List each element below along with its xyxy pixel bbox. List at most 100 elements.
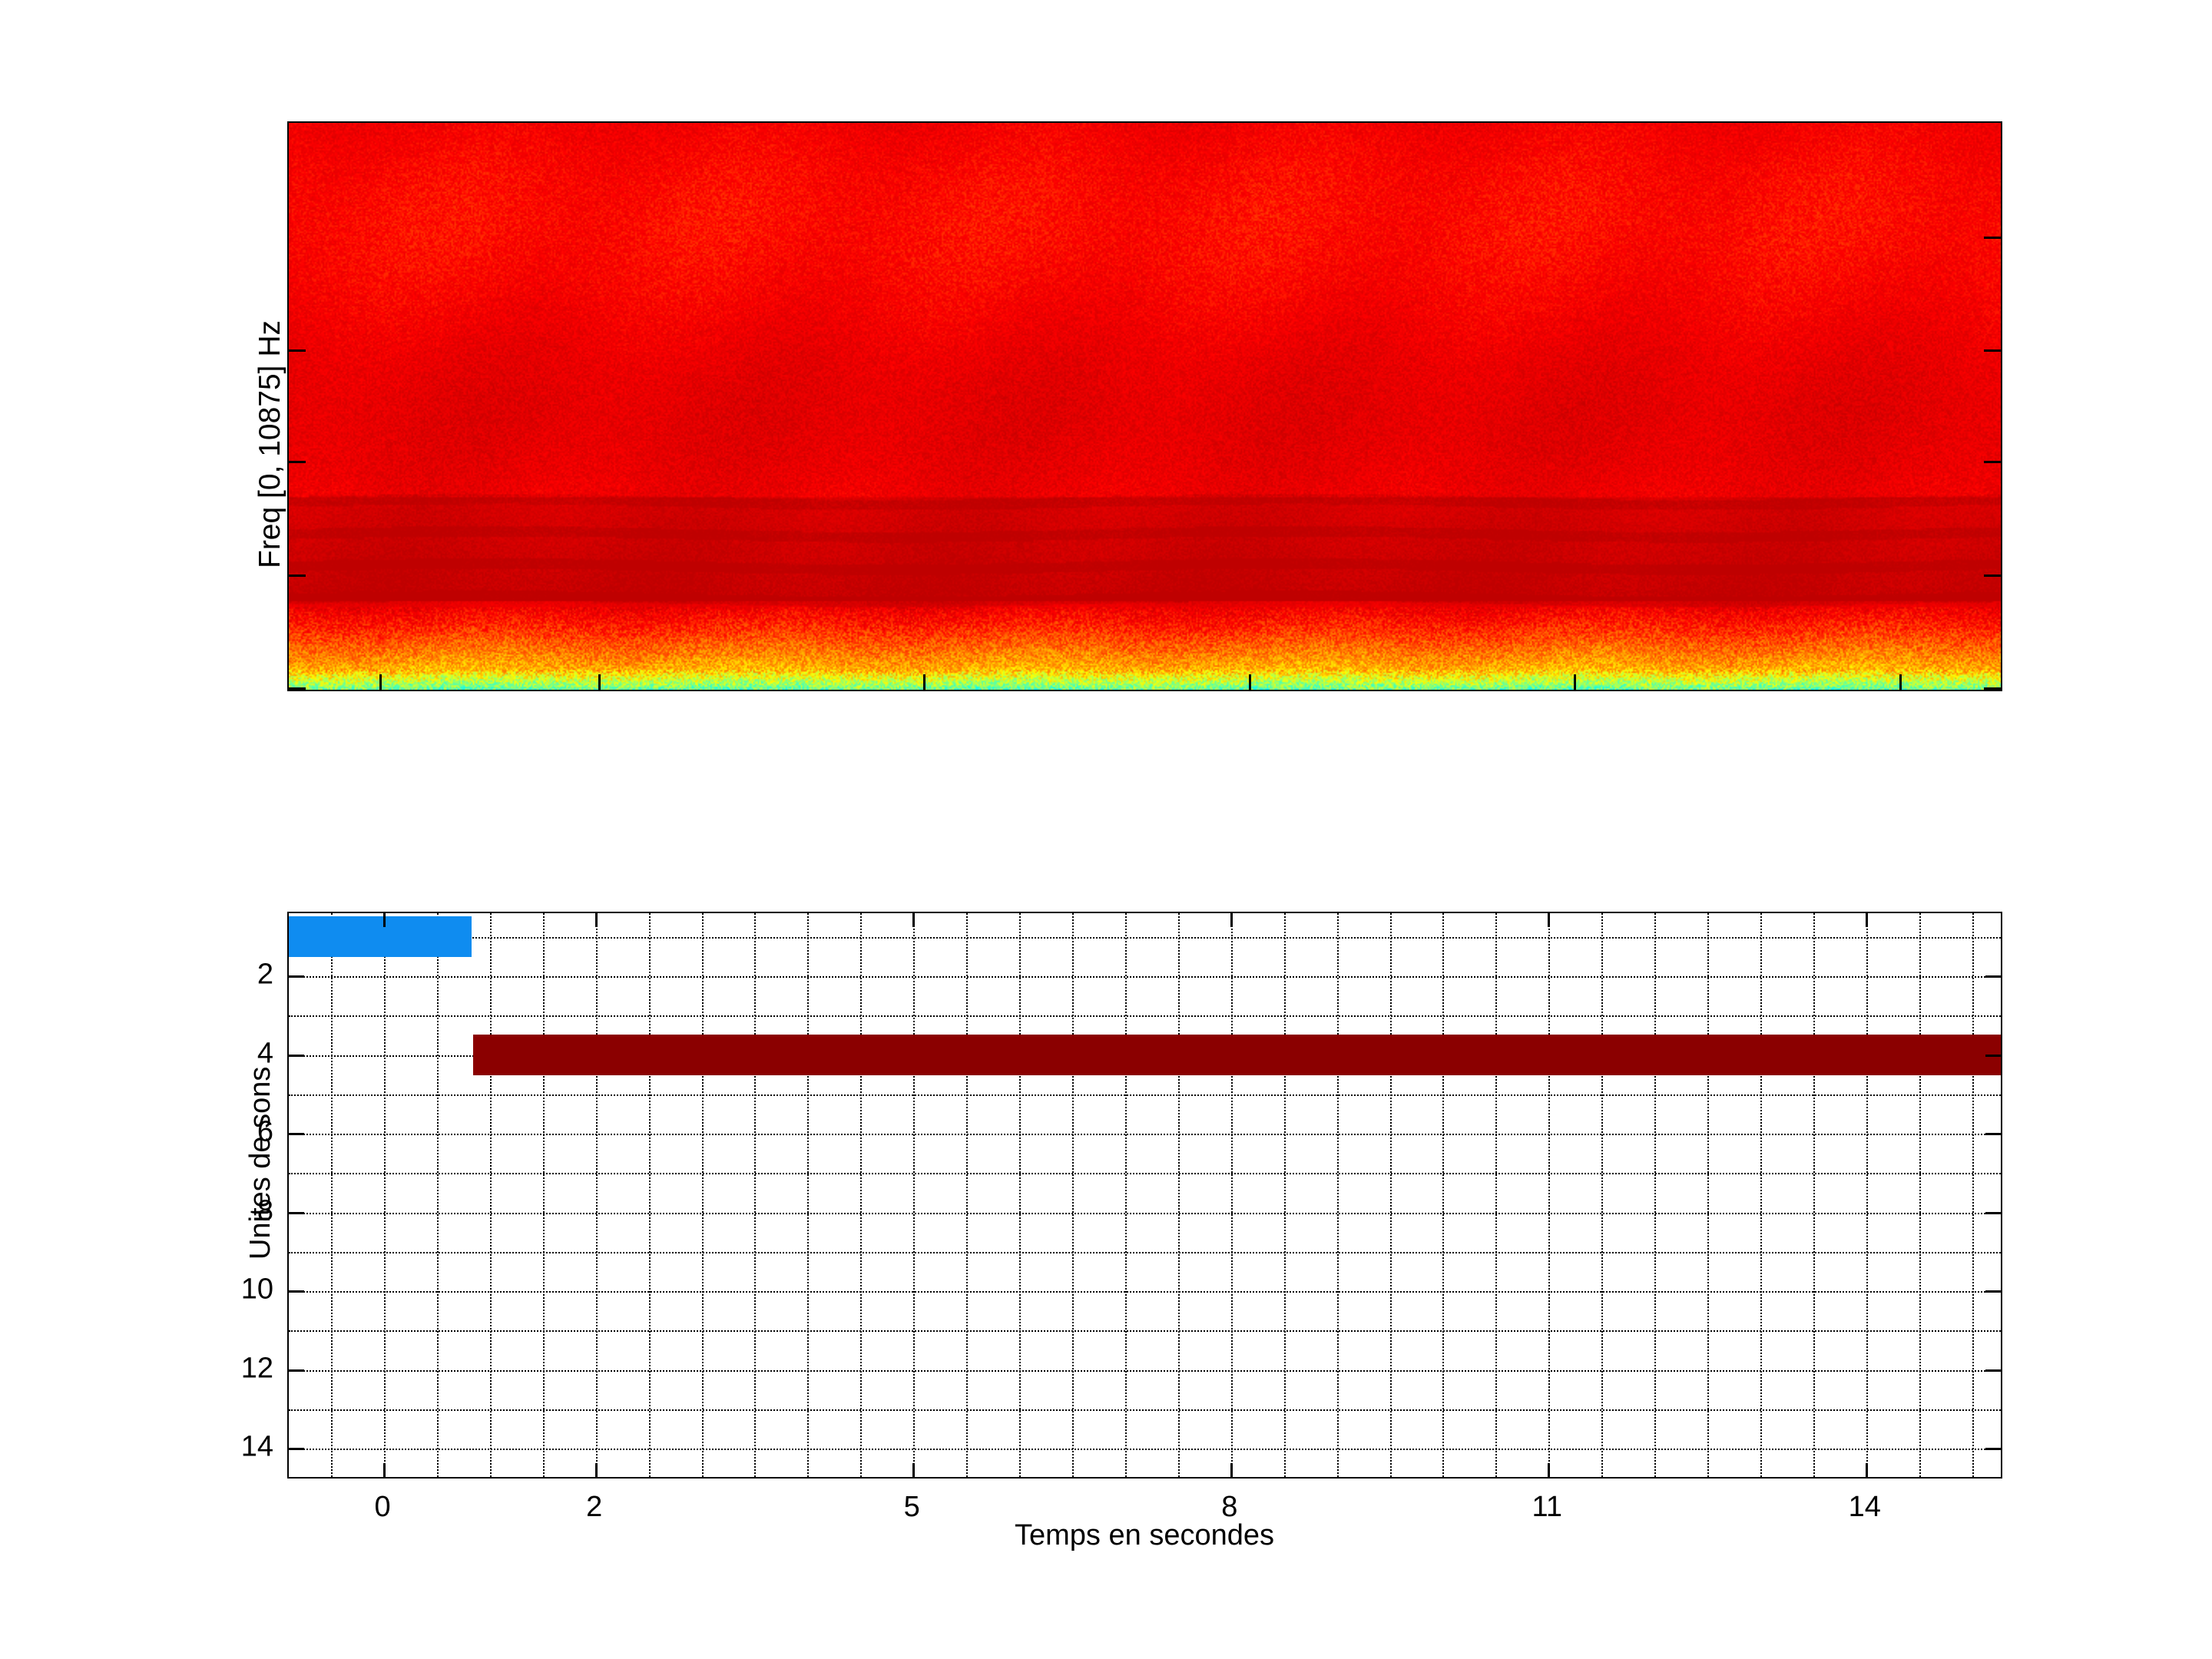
grid-hline [289, 1094, 2001, 1096]
xtick-mark [1865, 913, 1868, 927]
xtick-label: 2 [586, 1491, 603, 1523]
sound-units-axes[interactable] [287, 912, 2002, 1479]
grid-vline [1919, 913, 1921, 1477]
grid-vline [860, 913, 863, 1477]
grid-vline [1230, 913, 1233, 1477]
grid-vline [1866, 913, 1868, 1477]
spectrogram-xtick-0 [379, 674, 382, 690]
ytick-mark [1985, 1448, 2001, 1450]
spectrogram-xtick-5 [923, 674, 926, 690]
spectrogram-xtick-11 [1574, 674, 1576, 690]
sound-units-ylabel: Unites de sons [244, 1066, 276, 1260]
grid-hline [289, 1173, 2001, 1175]
grid-vline [1760, 913, 1762, 1477]
ytick-label: 10 [240, 1273, 273, 1306]
ytick-mark [289, 1369, 304, 1372]
grid-vline [1124, 913, 1127, 1477]
grid-vline [1813, 913, 1815, 1477]
ytick-label: 4 [257, 1037, 273, 1069]
spectrogram-image [289, 123, 2001, 690]
grid-hline [289, 936, 2001, 939]
plot-grid [289, 913, 2001, 1477]
ytick-label: 8 [257, 1194, 273, 1227]
grid-vline [1442, 913, 1445, 1477]
ytick-label: 14 [240, 1430, 273, 1463]
spectrogram-ytick-left-3 [289, 575, 306, 577]
grid-vline [1283, 913, 1286, 1477]
spectrogram-ylabel: Freq [0, 10875] Hz [253, 320, 286, 568]
grid-vline [648, 913, 651, 1477]
spectrogram-ytick-left-1 [289, 349, 306, 352]
grid-vline [436, 913, 439, 1477]
ytick-mark [1985, 1290, 2001, 1293]
grid-vline [1707, 913, 1710, 1477]
grid-vline [1548, 913, 1551, 1477]
ytick-label: 6 [257, 1115, 273, 1148]
grid-vline [1495, 913, 1498, 1477]
xtick-mark [1548, 913, 1551, 927]
grid-hline [289, 1212, 2001, 1214]
grid-hline [289, 1134, 2001, 1135]
ytick-mark [1985, 1133, 2001, 1135]
spectrogram-axes[interactable] [287, 121, 2002, 691]
ytick-mark [289, 975, 304, 978]
grid-hline [289, 1449, 2001, 1450]
spectrogram-ytick-right-1 [1984, 349, 2001, 352]
grid-vline [1019, 913, 1022, 1477]
spectrogram-ytick-right-4 [1984, 687, 2001, 690]
sound-unit-bar[interactable] [472, 1034, 2001, 1076]
spectrogram-ytick-left-2 [289, 461, 306, 463]
xtick-mark [594, 913, 598, 927]
grid-hline [289, 1251, 2001, 1253]
grid-hline [289, 1409, 2001, 1411]
grid-vline [1601, 913, 1604, 1477]
grid-vline [1072, 913, 1074, 1477]
spectrogram-xtick-2 [598, 674, 601, 690]
grid-vline [1389, 913, 1392, 1477]
grid-vline [384, 913, 386, 1477]
xtick-mark [383, 913, 386, 927]
grid-vline [1654, 913, 1657, 1477]
xtick-mark [1865, 1463, 1868, 1477]
grid-hline [289, 1015, 2001, 1018]
ytick-mark [1985, 1054, 2001, 1057]
grid-vline [1972, 913, 1974, 1477]
grid-vline [1177, 913, 1180, 1477]
xtick-label: 14 [1848, 1491, 1881, 1523]
grid-vline [489, 913, 492, 1477]
xtick-mark [912, 1463, 916, 1477]
xtick-label: 0 [374, 1491, 391, 1523]
spectrogram-ytick-left-4 [289, 687, 306, 690]
ytick-mark [289, 1448, 304, 1450]
xtick-label: 8 [1221, 1491, 1238, 1523]
spectrogram-ytick-right-0 [1984, 237, 2001, 239]
sound-unit-bar[interactable] [289, 916, 472, 958]
xtick-label: 5 [903, 1491, 920, 1523]
grid-vline [807, 913, 810, 1477]
ytick-label: 2 [257, 958, 273, 991]
grid-vline [754, 913, 757, 1477]
ytick-label: 12 [240, 1352, 273, 1384]
grid-vline [966, 913, 969, 1477]
ytick-mark [1985, 975, 2001, 978]
ytick-mark [289, 1054, 304, 1057]
ytick-mark [1985, 1369, 2001, 1372]
xtick-mark [594, 1463, 598, 1477]
grid-vline [331, 913, 333, 1477]
ytick-mark [289, 1211, 304, 1214]
grid-hline [289, 976, 2001, 978]
grid-hline [289, 1369, 2001, 1372]
spectrogram-ytick-right-2 [1984, 461, 2001, 463]
xtick-mark [1548, 1463, 1551, 1477]
ytick-mark [289, 1133, 304, 1135]
xtick-label: 11 [1532, 1491, 1563, 1523]
xtick-mark [1230, 1463, 1233, 1477]
grid-vline [542, 913, 545, 1477]
xtick-mark [1230, 913, 1233, 927]
grid-hline [289, 1291, 2001, 1293]
spectrogram-xtick-14 [1899, 674, 1902, 690]
grid-vline [913, 913, 916, 1477]
grid-vline [701, 913, 704, 1477]
grid-vline [1336, 913, 1339, 1477]
